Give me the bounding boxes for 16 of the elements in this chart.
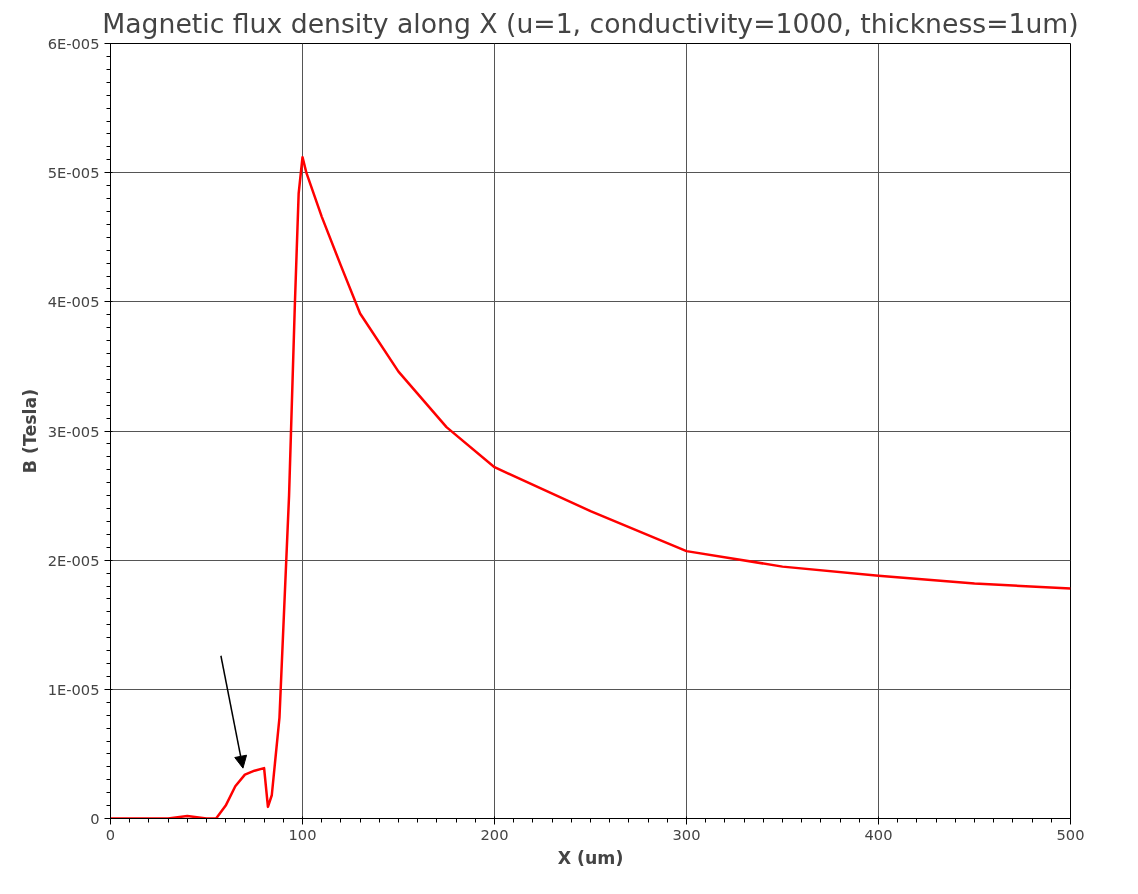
x-tick-label: 0 [105,825,116,843]
y-tick-label: 6E-005 [47,35,100,52]
y-tick-label: 5E-005 [47,164,100,182]
y-tick-label: 2E-005 [47,551,100,569]
y-tick-label: 0 [90,810,100,827]
y-axis-title: B (Tesla) [19,388,40,474]
y-tick-label: 1E-005 [47,680,100,698]
x-tick-label: 500 [1056,825,1085,843]
y-tick-label: 4E-005 [47,293,100,311]
x-tick-label: 300 [672,825,701,843]
x-tick-label: 100 [288,825,317,843]
y-tick-label: 3E-005 [47,422,100,440]
x-tick-label: 200 [480,825,509,843]
x-axis-title: X (um) [557,847,624,868]
chart-title: Magnetic flux density along X (u=1, conductivity=1000, thickness=1um) [102,7,1079,39]
x-tick-label: 400 [864,825,893,843]
